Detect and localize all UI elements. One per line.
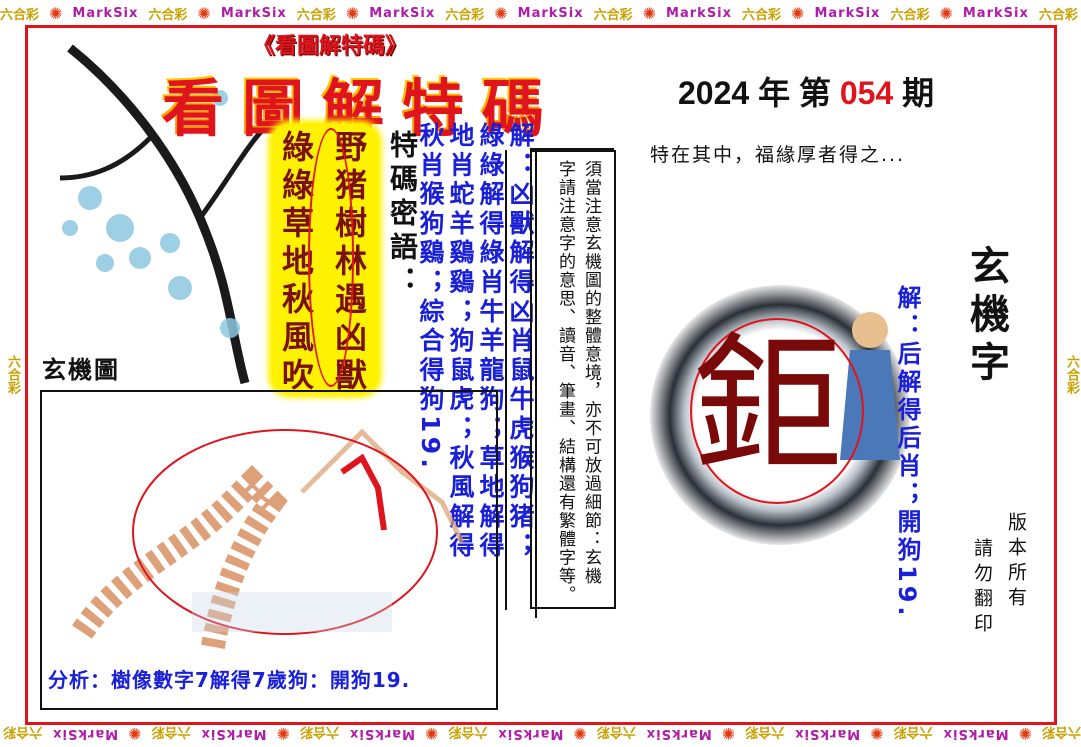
analysis-text: 分析：樹像數字7解得7歲狗：開狗19. (48, 668, 411, 692)
border-strip-left: 六合彩✺MarkSix六合彩✺MarkSix六合彩✺MarkSix六合彩✺Mar… (0, 24, 22, 724)
mystery-char-circle (690, 318, 864, 504)
giraffe-illustration (72, 428, 465, 654)
flower-icon: ✺ (939, 3, 953, 23)
tagline: 特在其中，福緣厚者得之... (650, 144, 906, 166)
border-strip-right: 六合彩✺MarkSix六合彩✺MarkSix六合彩✺MarkSix六合彩✺Mar… (1059, 24, 1081, 724)
copyright-line-2: 請勿翻印 (971, 538, 993, 638)
flower-icon: ✺ (424, 724, 439, 744)
mystery-char-title: 玄機字 (963, 245, 1009, 389)
flower-icon: ✺ (791, 3, 805, 23)
border-brand-text: MarkSix (72, 5, 139, 21)
flower-icon: ✺ (870, 724, 884, 744)
flower-icon: ✺ (494, 3, 508, 23)
note-box (530, 150, 616, 609)
secret-label: 特碼密語： (386, 130, 419, 300)
border-lottery-text: 六合彩 (151, 724, 191, 740)
picture-label: 玄機圖 (42, 356, 120, 384)
border-strip-bottom: 六合彩 ✺ MarkSix 六合彩 ✺ MarkSix 六合彩 ✺ MarkSix 六合彩 ✺ Mar… (0, 723, 1081, 745)
border-brand-text: MarkSix (200, 726, 267, 742)
border-lottery-text: 六合彩 (890, 7, 930, 23)
border-brand-text: MarkSix (220, 5, 287, 21)
border-lottery-text: 六合彩 (445, 7, 485, 23)
flower-icon: ✺ (721, 724, 736, 744)
flower-icon: ✺ (1018, 724, 1032, 744)
secret-column-2: 綠綠解得綠肖牛羊龍狗；草地解得 (476, 122, 505, 562)
border-lottery-text: 六合彩 (593, 7, 633, 23)
border-lottery-text: 六合彩 (3, 724, 43, 740)
border-lottery-text: 六合彩 (1038, 7, 1078, 23)
flower-icon: ✺ (642, 3, 657, 23)
border-lottery-text: 六合彩 (745, 724, 785, 740)
border-lottery-text: 六合彩 (1064, 354, 1079, 394)
divider (505, 150, 507, 610)
small-title: 《看圖解特碼》 (253, 34, 408, 59)
flower-icon: ✺ (276, 724, 290, 744)
border-lottery-text: 六合彩 (448, 724, 488, 740)
flower-icon: ✺ (197, 3, 211, 23)
border-brand-text: MarkSix (369, 5, 436, 21)
puzzle-picture (40, 390, 498, 710)
secret-column-4: 秋肖猴狗鷄；綜合得狗19. (416, 122, 445, 473)
plum-branch-illustration (59, 44, 277, 385)
flower-icon: ✺ (573, 724, 587, 744)
border-brand-text: MarkSix (962, 5, 1029, 21)
copyright-line-1: 版本所有 (1005, 512, 1027, 612)
issue-value: 054 (839, 75, 894, 111)
mystery-character: 鉅 (693, 320, 844, 494)
border-brand-text: MarkSix (348, 726, 415, 742)
flower-icon: ✺ (128, 724, 142, 744)
red-frame (25, 25, 1057, 725)
border-lottery-text: 六合彩 (1041, 724, 1081, 740)
border-lottery-text: 六合彩 (893, 724, 933, 740)
border-lottery-text: 六合彩 (5, 354, 20, 394)
border-lottery-text: 六合彩 (296, 7, 336, 23)
border-lottery-text: 六合彩 (299, 724, 339, 740)
issue-prefix: 2024 年 第 (678, 75, 840, 111)
flower-icon: ✺ (345, 3, 360, 23)
flower-icon: ✺ (49, 3, 63, 23)
note-column-1: 須當注意玄機圖的整體意境，亦不可放過細節：玄機 (581, 160, 601, 586)
border-brand-text: MarkSix (645, 726, 712, 742)
border-brand-text: MarkSix (814, 5, 881, 21)
border-brand-text: MarkSix (794, 726, 861, 742)
divider (535, 148, 537, 618)
issue-number: 2024 年 第 054 期 (678, 68, 934, 114)
border-brand-text: MarkSix (942, 726, 1009, 742)
mystery-char-answer: 解：后解得后肖；開狗19. (893, 285, 921, 620)
riddle-ellipse (308, 128, 354, 387)
note-column-2: 字請注意字的意思、讀音、筆畫、結構還有繁體字等。 (555, 160, 575, 604)
divider (530, 148, 614, 150)
border-lottery-text: 六合彩 (596, 724, 636, 740)
border-brand-text: MarkSix (666, 5, 733, 21)
border-brand-text: MarkSix (52, 726, 119, 742)
border-brand-text: MarkSix (517, 5, 584, 21)
border-brand-text: MarkSix (497, 726, 564, 742)
border-lottery-text: 六合彩 (0, 7, 40, 23)
border-lottery-text: 六合彩 (742, 7, 782, 23)
border-lottery-text: 六合彩 (148, 7, 188, 23)
secret-column-3: 地肖蛇羊鷄鷄；狗鼠虎；秋風解得 (446, 122, 475, 562)
border-strip-top: 六合彩 ✺ MarkSix 六合彩 ✺ MarkSix 六合彩 ✺ MarkSix 六合彩 ✺ Mar… (0, 2, 1081, 24)
issue-suffix: 期 (893, 75, 935, 111)
